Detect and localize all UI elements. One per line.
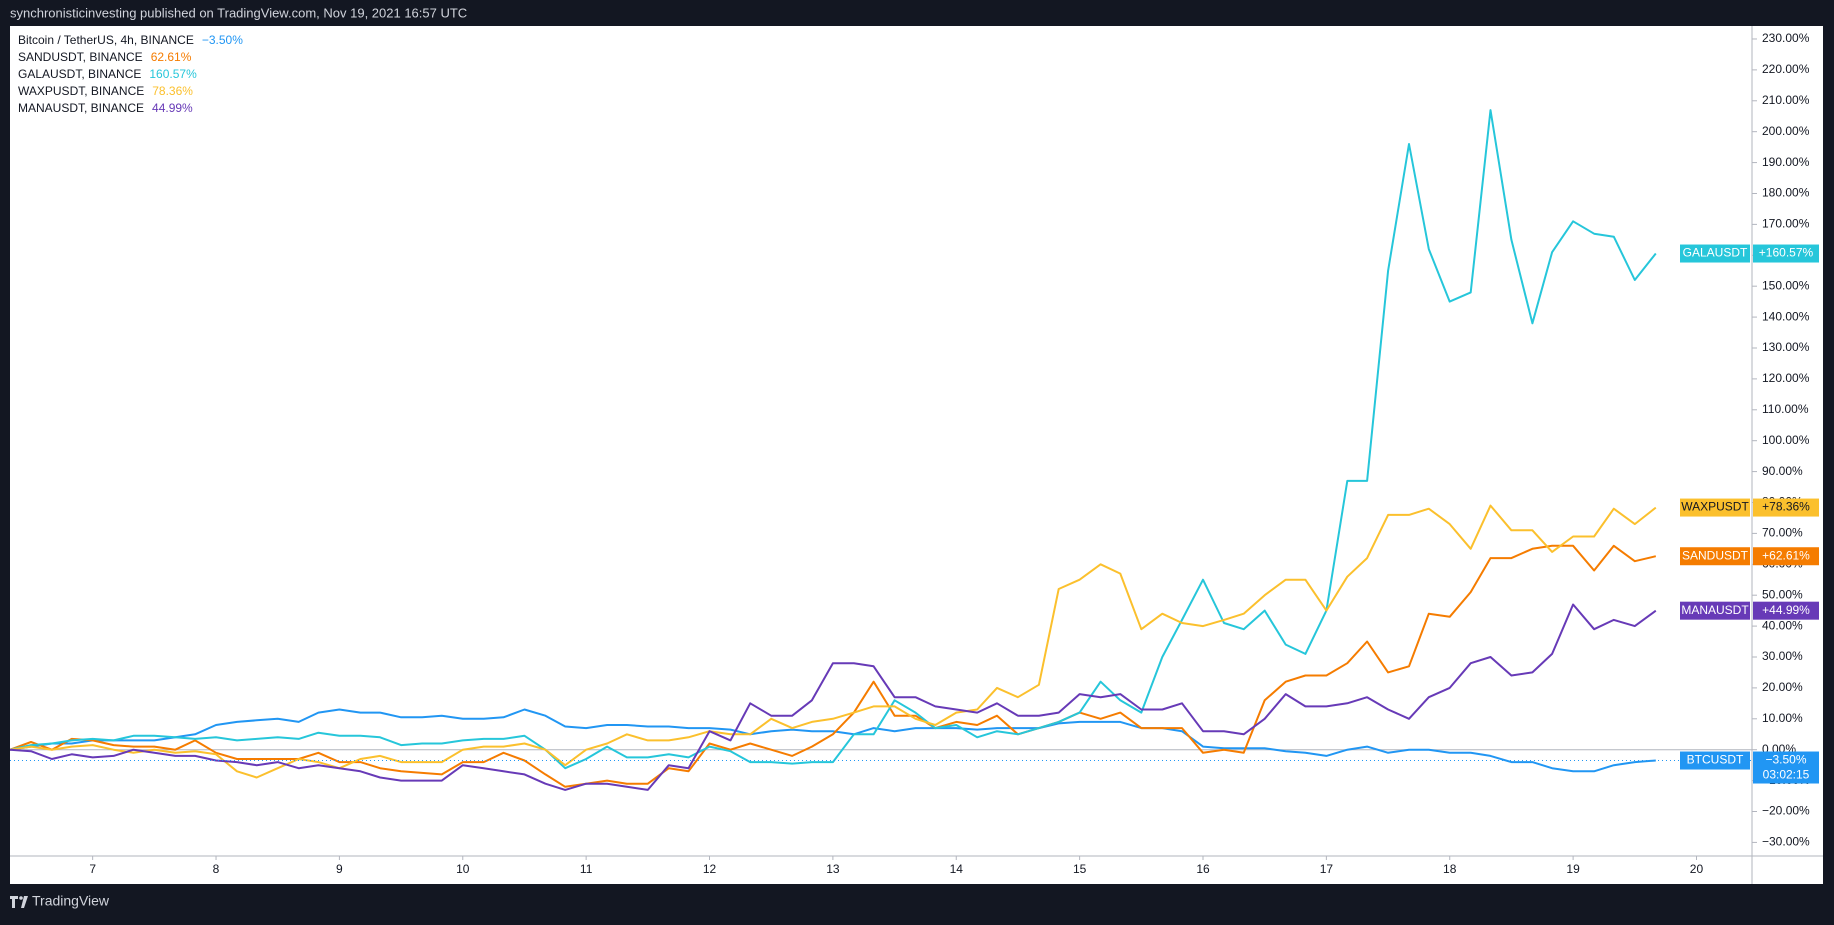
x-tick-label: 9 bbox=[336, 862, 343, 876]
y-tick-label: 170.00% bbox=[1762, 217, 1810, 231]
y-tick-label: −20.00% bbox=[1762, 804, 1810, 818]
name-tag-label: WAXPUSDT bbox=[1681, 500, 1749, 514]
y-tick-label: 110.00% bbox=[1762, 402, 1809, 416]
legend-value: 78.36% bbox=[152, 84, 193, 98]
series-line bbox=[10, 603, 1657, 791]
footer-brand: TradingView bbox=[32, 893, 110, 909]
y-tick-label: 230.00% bbox=[1762, 31, 1810, 45]
y-tick-label: 30.00% bbox=[1762, 649, 1803, 663]
price-tag bbox=[1753, 601, 1819, 620]
name-tag-label: MANAUSDT bbox=[1681, 603, 1749, 617]
y-tick-label: 190.00% bbox=[1762, 155, 1810, 169]
x-tick-label: 20 bbox=[1690, 862, 1704, 876]
y-tick-label: 210.00% bbox=[1762, 93, 1810, 107]
legend-value: 160.57% bbox=[149, 67, 197, 81]
y-tick-label: 150.00% bbox=[1762, 278, 1810, 292]
price-tag-value: +160.57% bbox=[1759, 246, 1814, 260]
name-tag-label: SANDUSDT bbox=[1682, 548, 1749, 562]
chart-frame bbox=[10, 26, 1823, 884]
x-tick-label: 10 bbox=[456, 862, 470, 876]
x-tick-label: 11 bbox=[580, 862, 593, 876]
y-tick-label: 90.00% bbox=[1762, 464, 1803, 478]
price-tag-value: +78.36% bbox=[1762, 500, 1810, 514]
x-tick-label: 7 bbox=[89, 862, 96, 876]
x-tick-label: 19 bbox=[1566, 862, 1580, 876]
x-tick-label: 15 bbox=[1073, 862, 1087, 876]
x-tick-label: 17 bbox=[1320, 862, 1334, 876]
legend-value: 44.99% bbox=[152, 101, 193, 115]
name-tag bbox=[1680, 547, 1750, 566]
price-tag-countdown: 03:02:15 bbox=[1763, 768, 1810, 782]
price-tag-value: +44.99% bbox=[1762, 603, 1810, 617]
y-tick-label: 130.00% bbox=[1762, 340, 1810, 354]
legend-label: GALAUSDT, BINANCE bbox=[18, 67, 141, 81]
legend-value: 62.61% bbox=[151, 50, 192, 64]
header-text: synchronisticinvesting published on Trad… bbox=[10, 5, 467, 20]
y-tick-label: 50.00% bbox=[1762, 587, 1803, 601]
x-tick-label: 8 bbox=[213, 862, 220, 876]
series-line bbox=[10, 109, 1657, 770]
x-tick-label: 18 bbox=[1443, 862, 1457, 876]
x-tick-label: 16 bbox=[1196, 862, 1210, 876]
name-tag bbox=[1680, 498, 1750, 517]
legend-label: MANAUSDT, BINANCE bbox=[18, 101, 144, 115]
y-tick-label: 120.00% bbox=[1762, 371, 1810, 385]
price-tag bbox=[1753, 244, 1819, 263]
y-tick-label: 20.00% bbox=[1762, 680, 1803, 694]
legend-value: −3.50% bbox=[202, 33, 243, 47]
y-tick-label: 40.00% bbox=[1762, 618, 1803, 632]
legend-label: Bitcoin / TetherUS, 4h, BINANCE bbox=[18, 33, 194, 47]
footer-logo bbox=[10, 896, 28, 908]
x-tick-label: 14 bbox=[950, 862, 964, 876]
y-tick-label: 140.00% bbox=[1762, 309, 1810, 323]
y-tick-label: 70.00% bbox=[1762, 526, 1803, 540]
y-tick-label: 200.00% bbox=[1762, 124, 1810, 138]
y-tick-label: −30.00% bbox=[1762, 835, 1810, 849]
series-line bbox=[10, 544, 1657, 788]
price-tag-value: −3.50% bbox=[1765, 753, 1806, 767]
price-tag-value: +62.61% bbox=[1762, 548, 1810, 562]
x-tick-label: 13 bbox=[826, 862, 840, 876]
name-tag-label: BTCUSDT bbox=[1687, 753, 1744, 767]
x-tick-label: 12 bbox=[703, 862, 717, 876]
y-tick-label: 220.00% bbox=[1762, 62, 1810, 76]
legend-label: WAXPUSDT, BINANCE bbox=[18, 84, 144, 98]
series-line bbox=[10, 708, 1656, 773]
name-tag bbox=[1680, 244, 1750, 263]
legend-label: SANDUSDT, BINANCE bbox=[18, 50, 143, 64]
y-tick-label: 180.00% bbox=[1762, 186, 1810, 200]
name-tag bbox=[1680, 601, 1750, 620]
name-tag bbox=[1680, 751, 1750, 770]
name-tag-label: GALAUSDT bbox=[1683, 246, 1748, 260]
price-tag bbox=[1753, 498, 1819, 517]
y-tick-label: 10.00% bbox=[1762, 711, 1803, 725]
price-tag bbox=[1753, 547, 1819, 566]
plot bbox=[10, 109, 1657, 791]
price-tag bbox=[1753, 751, 1819, 784]
y-tick-label: 100.00% bbox=[1762, 433, 1810, 447]
